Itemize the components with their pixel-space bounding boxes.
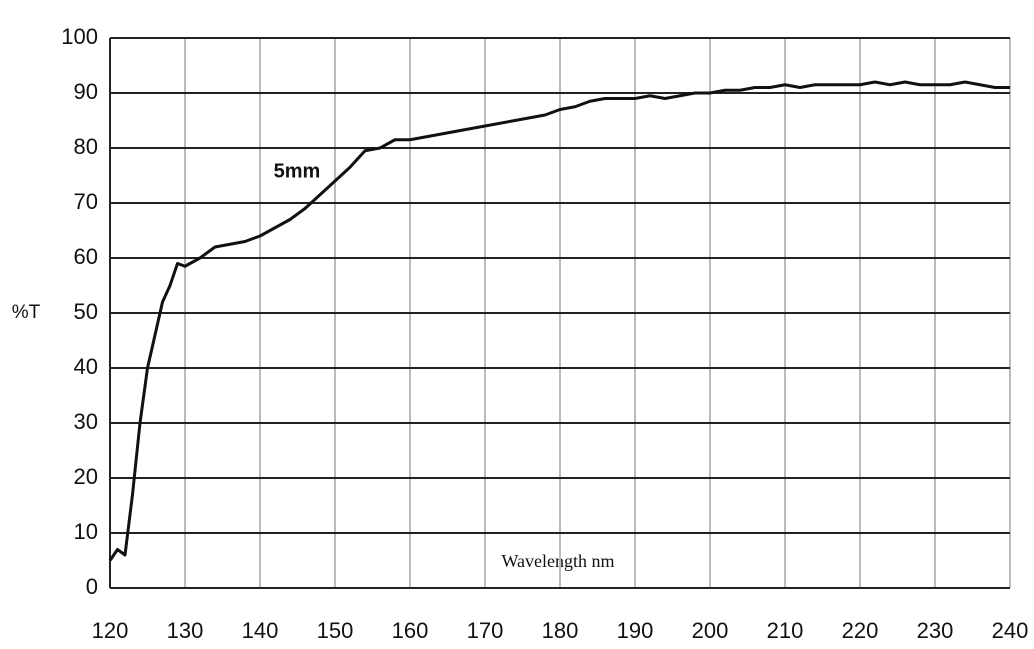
x-tick-label: 160 [392,618,429,643]
y-tick-label: 90 [74,79,98,104]
x-tick-label: 170 [467,618,504,643]
x-tick-label: 210 [767,618,804,643]
y-tick-label: 30 [74,409,98,434]
series-label: 5mm [274,160,321,182]
y-tick-label: 50 [74,299,98,324]
y-tick-label: 80 [74,134,98,159]
x-tick-label: 190 [617,618,654,643]
y-tick-label: 40 [74,354,98,379]
y-tick-label: 70 [74,189,98,214]
x-tick-label: 130 [167,618,204,643]
y-tick-label: 20 [74,464,98,489]
data-line [108,80,1010,562]
x-tick-label: 140 [242,618,279,643]
y-tick-label: 0 [86,574,98,599]
x-tick-label: 220 [842,618,879,643]
x-tick-label: 230 [917,618,954,643]
x-tick-label: 150 [317,618,354,643]
x-tick-label: 180 [542,618,579,643]
x-axis-label: Wavelength nm [501,551,614,571]
y-tick-label: 60 [74,244,98,269]
x-tick-label: 240 [992,618,1029,643]
y-axis-label: %T [12,302,41,323]
y-tick-label: 10 [74,519,98,544]
x-tick-label: 120 [92,618,129,643]
y-tick-label: 100 [61,24,98,49]
x-tick-label: 200 [692,618,729,643]
